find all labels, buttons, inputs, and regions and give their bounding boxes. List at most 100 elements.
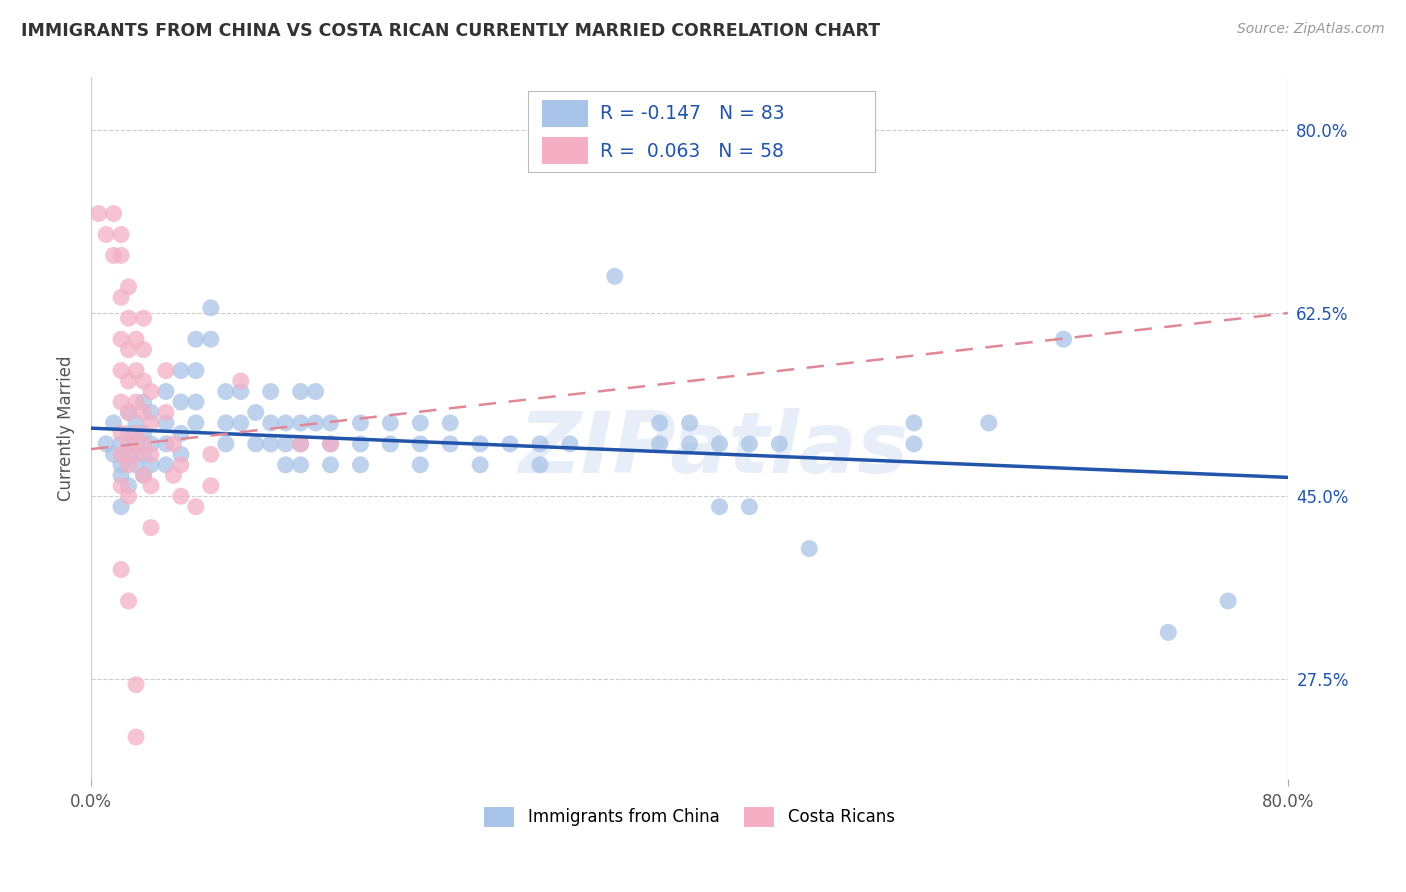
Point <box>170 363 193 377</box>
Point <box>117 343 139 357</box>
Point <box>768 437 790 451</box>
Point <box>170 489 193 503</box>
Point <box>903 437 925 451</box>
Point <box>125 395 148 409</box>
Point <box>125 458 148 472</box>
Point <box>200 332 222 346</box>
Point <box>132 374 155 388</box>
Text: R = -0.147   N = 83: R = -0.147 N = 83 <box>600 104 785 123</box>
Point <box>117 405 139 419</box>
Point <box>103 416 125 430</box>
Point <box>304 416 326 430</box>
Point <box>439 437 461 451</box>
Point <box>709 500 731 514</box>
Point <box>162 437 184 451</box>
Point <box>155 458 177 472</box>
Text: R =  0.063   N = 58: R = 0.063 N = 58 <box>600 142 783 161</box>
Point <box>903 416 925 430</box>
Bar <box>543 137 588 164</box>
Point <box>290 458 312 472</box>
Point <box>499 437 522 451</box>
Point <box>132 311 155 326</box>
Point <box>439 416 461 430</box>
Point <box>110 500 132 514</box>
Point <box>170 426 193 441</box>
Point <box>110 447 132 461</box>
Point <box>117 489 139 503</box>
Point <box>125 437 148 451</box>
Point <box>132 343 155 357</box>
Point <box>103 206 125 220</box>
Point <box>103 248 125 262</box>
Text: Source: ZipAtlas.com: Source: ZipAtlas.com <box>1237 22 1385 37</box>
Point <box>184 395 207 409</box>
Point <box>87 206 110 220</box>
Point <box>132 405 155 419</box>
FancyBboxPatch shape <box>529 92 875 172</box>
Point <box>648 437 671 451</box>
Point <box>110 363 132 377</box>
Point <box>319 416 342 430</box>
Point <box>125 426 148 441</box>
Text: IMMIGRANTS FROM CHINA VS COSTA RICAN CURRENTLY MARRIED CORRELATION CHART: IMMIGRANTS FROM CHINA VS COSTA RICAN CUR… <box>21 22 880 40</box>
Point <box>132 426 155 441</box>
Point <box>125 332 148 346</box>
Bar <box>543 100 588 127</box>
Point <box>319 458 342 472</box>
Point <box>1218 594 1240 608</box>
Point <box>139 479 162 493</box>
Point <box>215 437 238 451</box>
Point <box>110 468 132 483</box>
Point <box>290 437 312 451</box>
Point <box>117 280 139 294</box>
Point <box>290 437 312 451</box>
Point <box>319 437 342 451</box>
Point <box>229 374 252 388</box>
Point <box>409 437 432 451</box>
Y-axis label: Currently Married: Currently Married <box>58 355 75 501</box>
Point <box>125 678 148 692</box>
Point <box>738 500 761 514</box>
Point <box>409 458 432 472</box>
Text: ZIPatlas: ZIPatlas <box>519 408 908 491</box>
Point <box>709 437 731 451</box>
Point <box>139 405 162 419</box>
Point <box>529 437 551 451</box>
Point <box>229 384 252 399</box>
Point <box>155 405 177 419</box>
Point <box>94 227 117 242</box>
Point <box>229 416 252 430</box>
Point <box>110 395 132 409</box>
Point <box>94 437 117 451</box>
Point <box>110 479 132 493</box>
Point <box>290 416 312 430</box>
Point <box>110 248 132 262</box>
Point <box>139 416 162 430</box>
Point <box>274 458 297 472</box>
Point <box>260 437 283 451</box>
Point <box>139 521 162 535</box>
Point <box>155 363 177 377</box>
Point <box>648 416 671 430</box>
Point <box>349 437 371 451</box>
Point <box>170 395 193 409</box>
Point <box>117 594 139 608</box>
Point <box>139 384 162 399</box>
Point <box>132 395 155 409</box>
Point <box>110 332 132 346</box>
Point <box>110 458 132 472</box>
Point <box>558 437 581 451</box>
Point <box>184 363 207 377</box>
Point <box>125 416 148 430</box>
Point <box>349 458 371 472</box>
Point <box>200 479 222 493</box>
Point <box>260 416 283 430</box>
Point <box>738 437 761 451</box>
Point <box>319 437 342 451</box>
Point <box>139 437 162 451</box>
Point <box>125 730 148 744</box>
Point <box>117 458 139 472</box>
Point <box>1052 332 1074 346</box>
Point <box>139 447 162 461</box>
Point <box>162 468 184 483</box>
